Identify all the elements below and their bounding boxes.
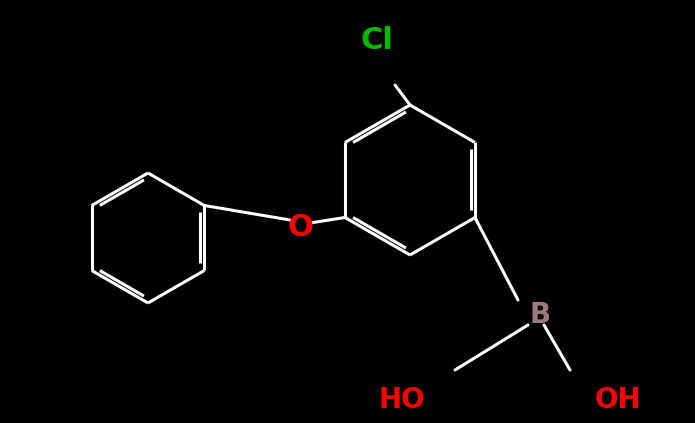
Text: HO: HO [378,386,425,414]
Text: B: B [530,301,551,329]
Text: OH: OH [595,386,641,414]
Text: Cl: Cl [360,26,393,55]
Text: O: O [287,214,313,242]
